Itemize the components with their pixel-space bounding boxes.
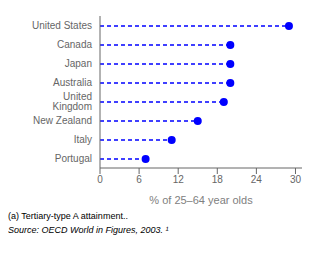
svg-text:United States: United States — [32, 20, 92, 31]
svg-text:Canada: Canada — [57, 39, 92, 50]
svg-text:New Zealand: New Zealand — [33, 115, 92, 126]
svg-text:6: 6 — [136, 174, 142, 185]
svg-text:Japan: Japan — [65, 58, 92, 69]
svg-text:% of 25–64 year olds: % of 25–64 year olds — [149, 194, 253, 206]
html-text:Source: OECD World in Figures,: Source: OECD World in Figures, 2003. ¹ — [8, 225, 169, 235]
svg-text:Australia: Australia — [53, 77, 92, 88]
svg-text:Portugal: Portugal — [55, 153, 92, 164]
svg-text:0: 0 — [97, 174, 103, 185]
svg-text:30: 30 — [290, 174, 302, 185]
svg-text:12: 12 — [173, 174, 185, 185]
html-text:(a) Tertiary-type A attainment: (a) Tertiary-type A attainment.. — [8, 211, 128, 221]
svg-text:24: 24 — [251, 174, 263, 185]
svg-text:Italy: Italy — [74, 134, 92, 145]
svg-text:18: 18 — [212, 174, 224, 185]
svg-text:UnitedKingdom: UnitedKingdom — [53, 91, 92, 112]
